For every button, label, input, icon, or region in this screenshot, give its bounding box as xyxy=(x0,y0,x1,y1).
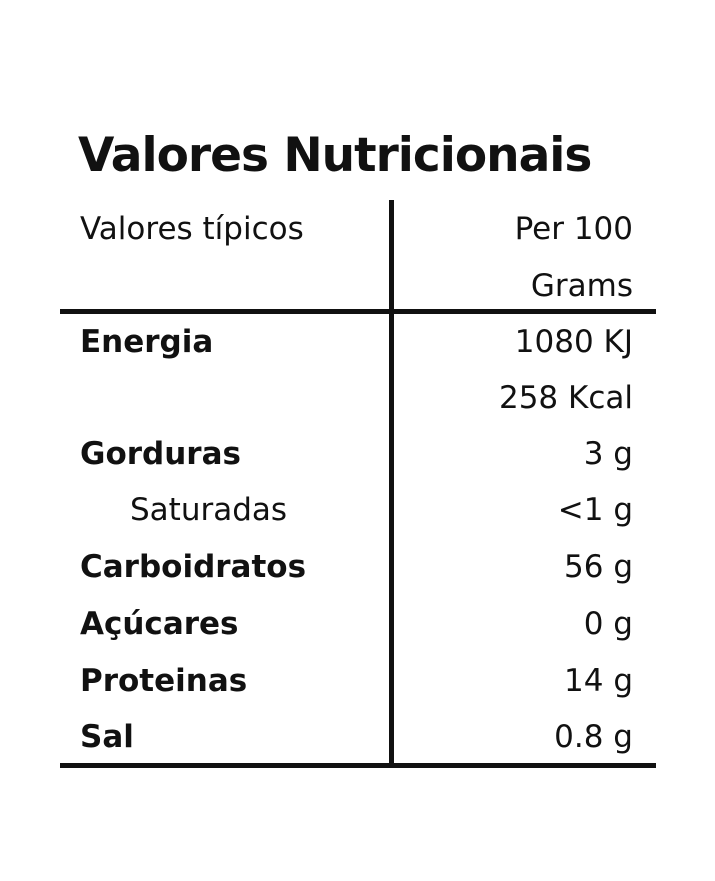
row-label: Saturadas xyxy=(130,492,288,528)
bottom-divider xyxy=(60,763,656,768)
table-row: Gorduras 3 g xyxy=(0,426,715,482)
page-title: Valores Nutricionais xyxy=(78,128,592,183)
row-label: Gorduras xyxy=(80,436,241,472)
table-row: Açúcares 0 g xyxy=(0,596,715,652)
table-row: Energia 1080 KJ xyxy=(0,314,715,370)
row-value: 56 g xyxy=(564,549,633,585)
table-row: Sal 0.8 g xyxy=(0,709,715,765)
row-value: 0.8 g xyxy=(554,719,633,755)
column-divider xyxy=(389,200,394,768)
header-divider xyxy=(60,309,656,314)
row-label: Proteinas xyxy=(80,663,248,699)
row-label: Açúcares xyxy=(80,606,239,642)
header-value-unit: Grams xyxy=(530,268,633,304)
table-row: 258 Kcal xyxy=(0,370,715,426)
row-value: 14 g xyxy=(564,663,633,699)
row-label: Energia xyxy=(80,324,214,360)
header-row: Valores típicos Per 100 xyxy=(0,201,715,257)
row-value: <1 g xyxy=(557,492,633,528)
row-label: Carboidratos xyxy=(80,549,307,585)
header-label: Valores típicos xyxy=(80,211,304,247)
table-row: Proteinas 14 g xyxy=(0,653,715,709)
row-value: 3 g xyxy=(583,436,633,472)
row-label: Sal xyxy=(80,719,134,755)
table-row: Carboidratos 56 g xyxy=(0,539,715,595)
row-value: 258 Kcal xyxy=(498,380,633,416)
header-value: Per 100 xyxy=(514,211,633,247)
row-value: 1080 KJ xyxy=(514,324,633,360)
row-value: 0 g xyxy=(583,606,633,642)
table-row: Saturadas <1 g xyxy=(0,482,715,538)
header-row-2: Grams xyxy=(0,258,715,314)
